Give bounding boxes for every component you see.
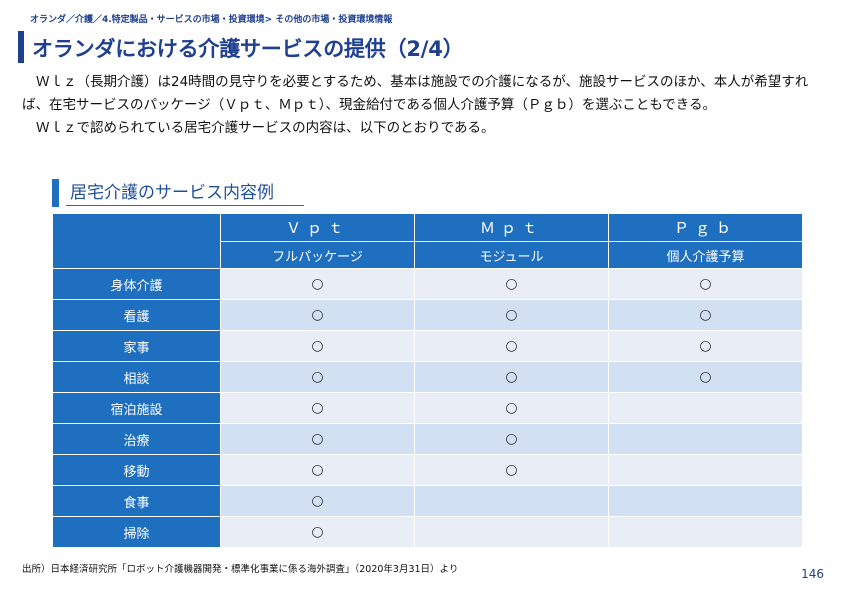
table-cell: ○ [414, 299, 609, 331]
circle-mark: ○ [505, 431, 518, 447]
table-row: 相談 ○ ○ ○ [52, 361, 803, 393]
column-name: フルパッケージ [220, 241, 415, 269]
row-label: 相談 [52, 361, 221, 393]
breadcrumb: オランダ／介護／4.特定製品・サービスの市場・投資環境> その他の市場・投資環境… [30, 15, 393, 25]
row-label: 掃除 [52, 516, 221, 548]
table-cell [414, 516, 609, 548]
circle-mark: ○ [311, 493, 324, 509]
column-code: Ｖｐｔ [220, 213, 415, 242]
table-cell [608, 516, 803, 548]
table-cell: ○ [608, 361, 803, 393]
circle-mark: ○ [311, 400, 324, 416]
row-label: 治療 [52, 423, 221, 455]
section-accent-bar [52, 179, 59, 207]
table-cell: ○ [414, 392, 609, 424]
circle-mark: ○ [505, 400, 518, 416]
circle-mark: ○ [699, 369, 712, 385]
circle-mark: ○ [311, 307, 324, 323]
row-label: 移動 [52, 454, 221, 486]
table-row: 掃除 ○ [52, 516, 803, 548]
table-cell: ○ [414, 423, 609, 455]
body-text: Ｗｌｚ（長期介護）は24時間の見守りを必要とするため、基本は施設での介護になるが… [22, 71, 824, 140]
table-cell: ○ [414, 330, 609, 362]
paragraph: Ｗｌｚで認められている居宅介護サービスの内容は、以下のとおりである。 [36, 120, 495, 136]
table-row: 家事 ○ ○ ○ [52, 330, 803, 362]
column-code: Ｍｐｔ [414, 213, 609, 242]
circle-mark: ○ [505, 307, 518, 323]
circle-mark: ○ [699, 307, 712, 323]
row-label: 宿泊施設 [52, 392, 221, 424]
table-cell: ○ [608, 268, 803, 300]
table-row: 食事 ○ [52, 485, 803, 517]
table-cell: ○ [220, 423, 415, 455]
circle-mark: ○ [311, 369, 324, 385]
circle-mark: ○ [311, 431, 324, 447]
table-cell [608, 423, 803, 455]
circle-mark: ○ [311, 524, 324, 540]
table-cell [608, 454, 803, 486]
table-cell: ○ [608, 299, 803, 331]
paragraph: Ｗｌｚ（長期介護）は24時間の見守りを必要とするため、基本は施設での介護になるが… [22, 74, 809, 113]
table-cell: ○ [608, 330, 803, 362]
service-table: Ｖｐｔ Ｍｐｔ Ｐｇｂ フルパッケージ モジュール 個人介護予算 身体介護 ○ … [52, 213, 803, 548]
column-name: モジュール [414, 241, 609, 269]
column-code: Ｐｇｂ [608, 213, 803, 242]
table-cell: ○ [414, 454, 609, 486]
table-cell: ○ [220, 485, 415, 517]
table-cell: ○ [220, 268, 415, 300]
table-cell: ○ [220, 299, 415, 331]
header-row-codes: Ｖｐｔ Ｍｐｔ Ｐｇｂ [52, 213, 803, 269]
circle-mark: ○ [699, 276, 712, 292]
table-cell: ○ [220, 392, 415, 424]
row-label: 看護 [52, 299, 221, 331]
section-underline [66, 205, 304, 206]
column-name: 個人介護予算 [608, 241, 803, 269]
table-cell: ○ [220, 516, 415, 548]
circle-mark: ○ [505, 338, 518, 354]
table-cell [414, 485, 609, 517]
header-row-names: フルパッケージ モジュール 個人介護予算 [53, 241, 803, 269]
circle-mark: ○ [505, 462, 518, 478]
circle-mark: ○ [311, 462, 324, 478]
table-cell [608, 485, 803, 517]
page-title: オランダにおける介護サービスの提供（2/4） [32, 37, 464, 61]
circle-mark: ○ [699, 338, 712, 354]
table-cell: ○ [414, 361, 609, 393]
table-row: 看護 ○ ○ ○ [52, 299, 803, 331]
section-title: 居宅介護のサービス内容例 [70, 183, 274, 203]
circle-mark: ○ [505, 276, 518, 292]
table-row: 移動 ○ ○ [52, 454, 803, 486]
table-cell: ○ [220, 454, 415, 486]
table-row: 身体介護 ○ ○ ○ [52, 268, 803, 300]
title-accent-bar [18, 31, 24, 63]
row-label: 食事 [52, 485, 221, 517]
row-label: 家事 [52, 330, 221, 362]
row-label: 身体介護 [52, 268, 221, 300]
page-number: 146 [801, 567, 824, 581]
table-cell: ○ [220, 361, 415, 393]
header-corner [52, 213, 221, 269]
table-cell: ○ [220, 330, 415, 362]
source-note: 出所）日本経済研究所「ロボット介護機器開発・標準化事業に係る海外調査」（2020… [22, 564, 459, 575]
circle-mark: ○ [311, 338, 324, 354]
table-cell [608, 392, 803, 424]
table-row: 治療 ○ ○ [52, 423, 803, 455]
table-row: 宿泊施設 ○ ○ [52, 392, 803, 424]
table-cell: ○ [414, 268, 609, 300]
circle-mark: ○ [505, 369, 518, 385]
circle-mark: ○ [311, 276, 324, 292]
